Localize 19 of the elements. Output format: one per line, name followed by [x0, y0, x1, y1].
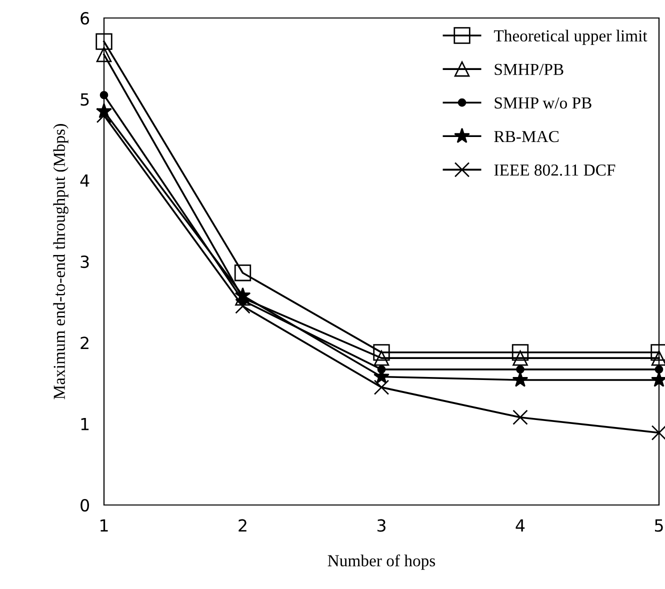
legend-label: RB-MAC: [494, 130, 559, 142]
legend-label: SMHP w/o PB: [494, 97, 592, 109]
x-tick-label: 3: [377, 519, 386, 532]
y-tick-label: 1: [81, 418, 89, 430]
y-tick-label: 6: [80, 12, 90, 25]
legend-label: IEEE 802.11 DCF: [494, 164, 616, 176]
x-tick-label: 2: [238, 519, 246, 532]
y-tick-label: 5: [80, 93, 89, 106]
x-axis-title: Number of hops: [328, 554, 436, 570]
x-tick-label: 5: [654, 519, 663, 532]
y-axis-title: Maximum end-to-end throughput (Mbps): [53, 124, 68, 400]
x-tick-label: 4: [516, 519, 525, 532]
y-tick-label: 2: [80, 336, 88, 349]
y-tick-label: 0: [80, 498, 90, 512]
y-tick-label: 4: [80, 174, 90, 187]
legend-label: SMHP/PB: [494, 64, 564, 76]
x-tick-label: 1: [100, 519, 108, 532]
legend-label: Theoretical upper limit: [494, 30, 648, 45]
y-tick-label: 3: [80, 255, 89, 268]
